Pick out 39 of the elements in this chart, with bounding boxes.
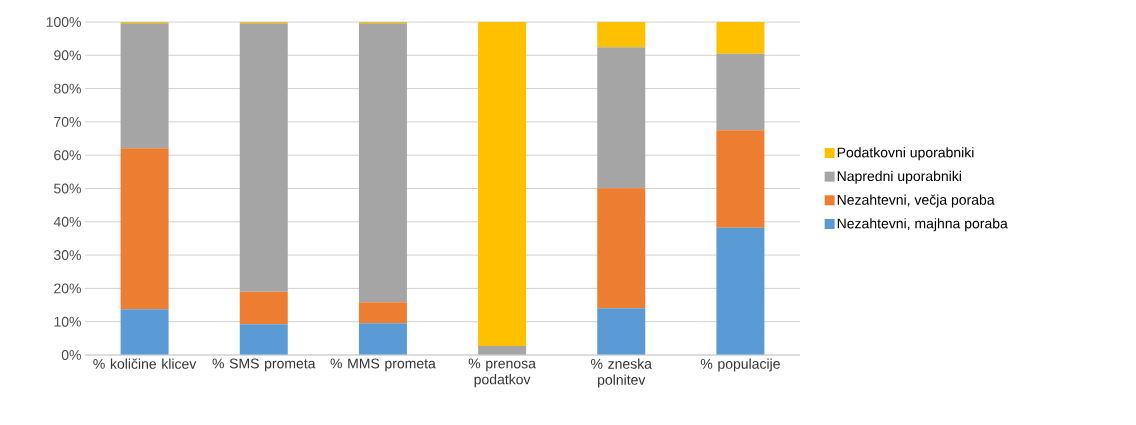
- bar: [716, 130, 765, 228]
- x-tick-label: % populacije: [700, 358, 780, 372]
- bar: [358, 23, 407, 303]
- bar: [597, 308, 646, 355]
- y-tick-label: 90%: [54, 50, 81, 61]
- x-tick-label: % SMS prometa: [212, 358, 316, 372]
- bar: [120, 309, 169, 355]
- y-tick-label: 100%: [46, 17, 81, 27]
- x-tick-label: % količine klicev: [93, 358, 197, 369]
- bar: [716, 22, 765, 54]
- bar: [358, 302, 407, 324]
- y-tick-label: 20%: [54, 283, 81, 294]
- y-tick-label: 10%: [54, 316, 81, 327]
- bar: [597, 188, 646, 309]
- legend-label: Podatkovni uporabniki: [837, 147, 974, 161]
- x-tick-label: % prenosa podatkov: [468, 358, 536, 388]
- bar: [120, 23, 169, 149]
- legend-label: Nezahtevni, majhna poraba: [837, 218, 1008, 232]
- bar: [478, 22, 527, 346]
- x-tick-label: % zneska polnitev: [591, 358, 652, 388]
- y-tick-label: 60%: [54, 150, 81, 161]
- y-tick-label: 80%: [54, 83, 81, 94]
- bar: [716, 53, 765, 131]
- bar: [239, 291, 288, 325]
- legend-label: Nezahtevni, večja poraba: [837, 194, 995, 208]
- x-tick-label: % MMS prometa: [330, 358, 436, 372]
- y-tick-label: 40%: [53, 216, 81, 227]
- bar: [120, 148, 169, 310]
- bar: [239, 324, 288, 355]
- y-tick-label: 0%: [61, 350, 81, 360]
- bar: [239, 23, 288, 292]
- bar: [597, 22, 646, 48]
- legend-label: Napredni uporabniki: [837, 170, 961, 184]
- bar: [358, 323, 407, 355]
- bar: [597, 47, 646, 189]
- bar: [716, 227, 765, 355]
- y-tick-label: 70%: [54, 116, 81, 127]
- y-tick-label: 30%: [53, 250, 81, 261]
- y-tick-label: 50%: [54, 183, 81, 194]
